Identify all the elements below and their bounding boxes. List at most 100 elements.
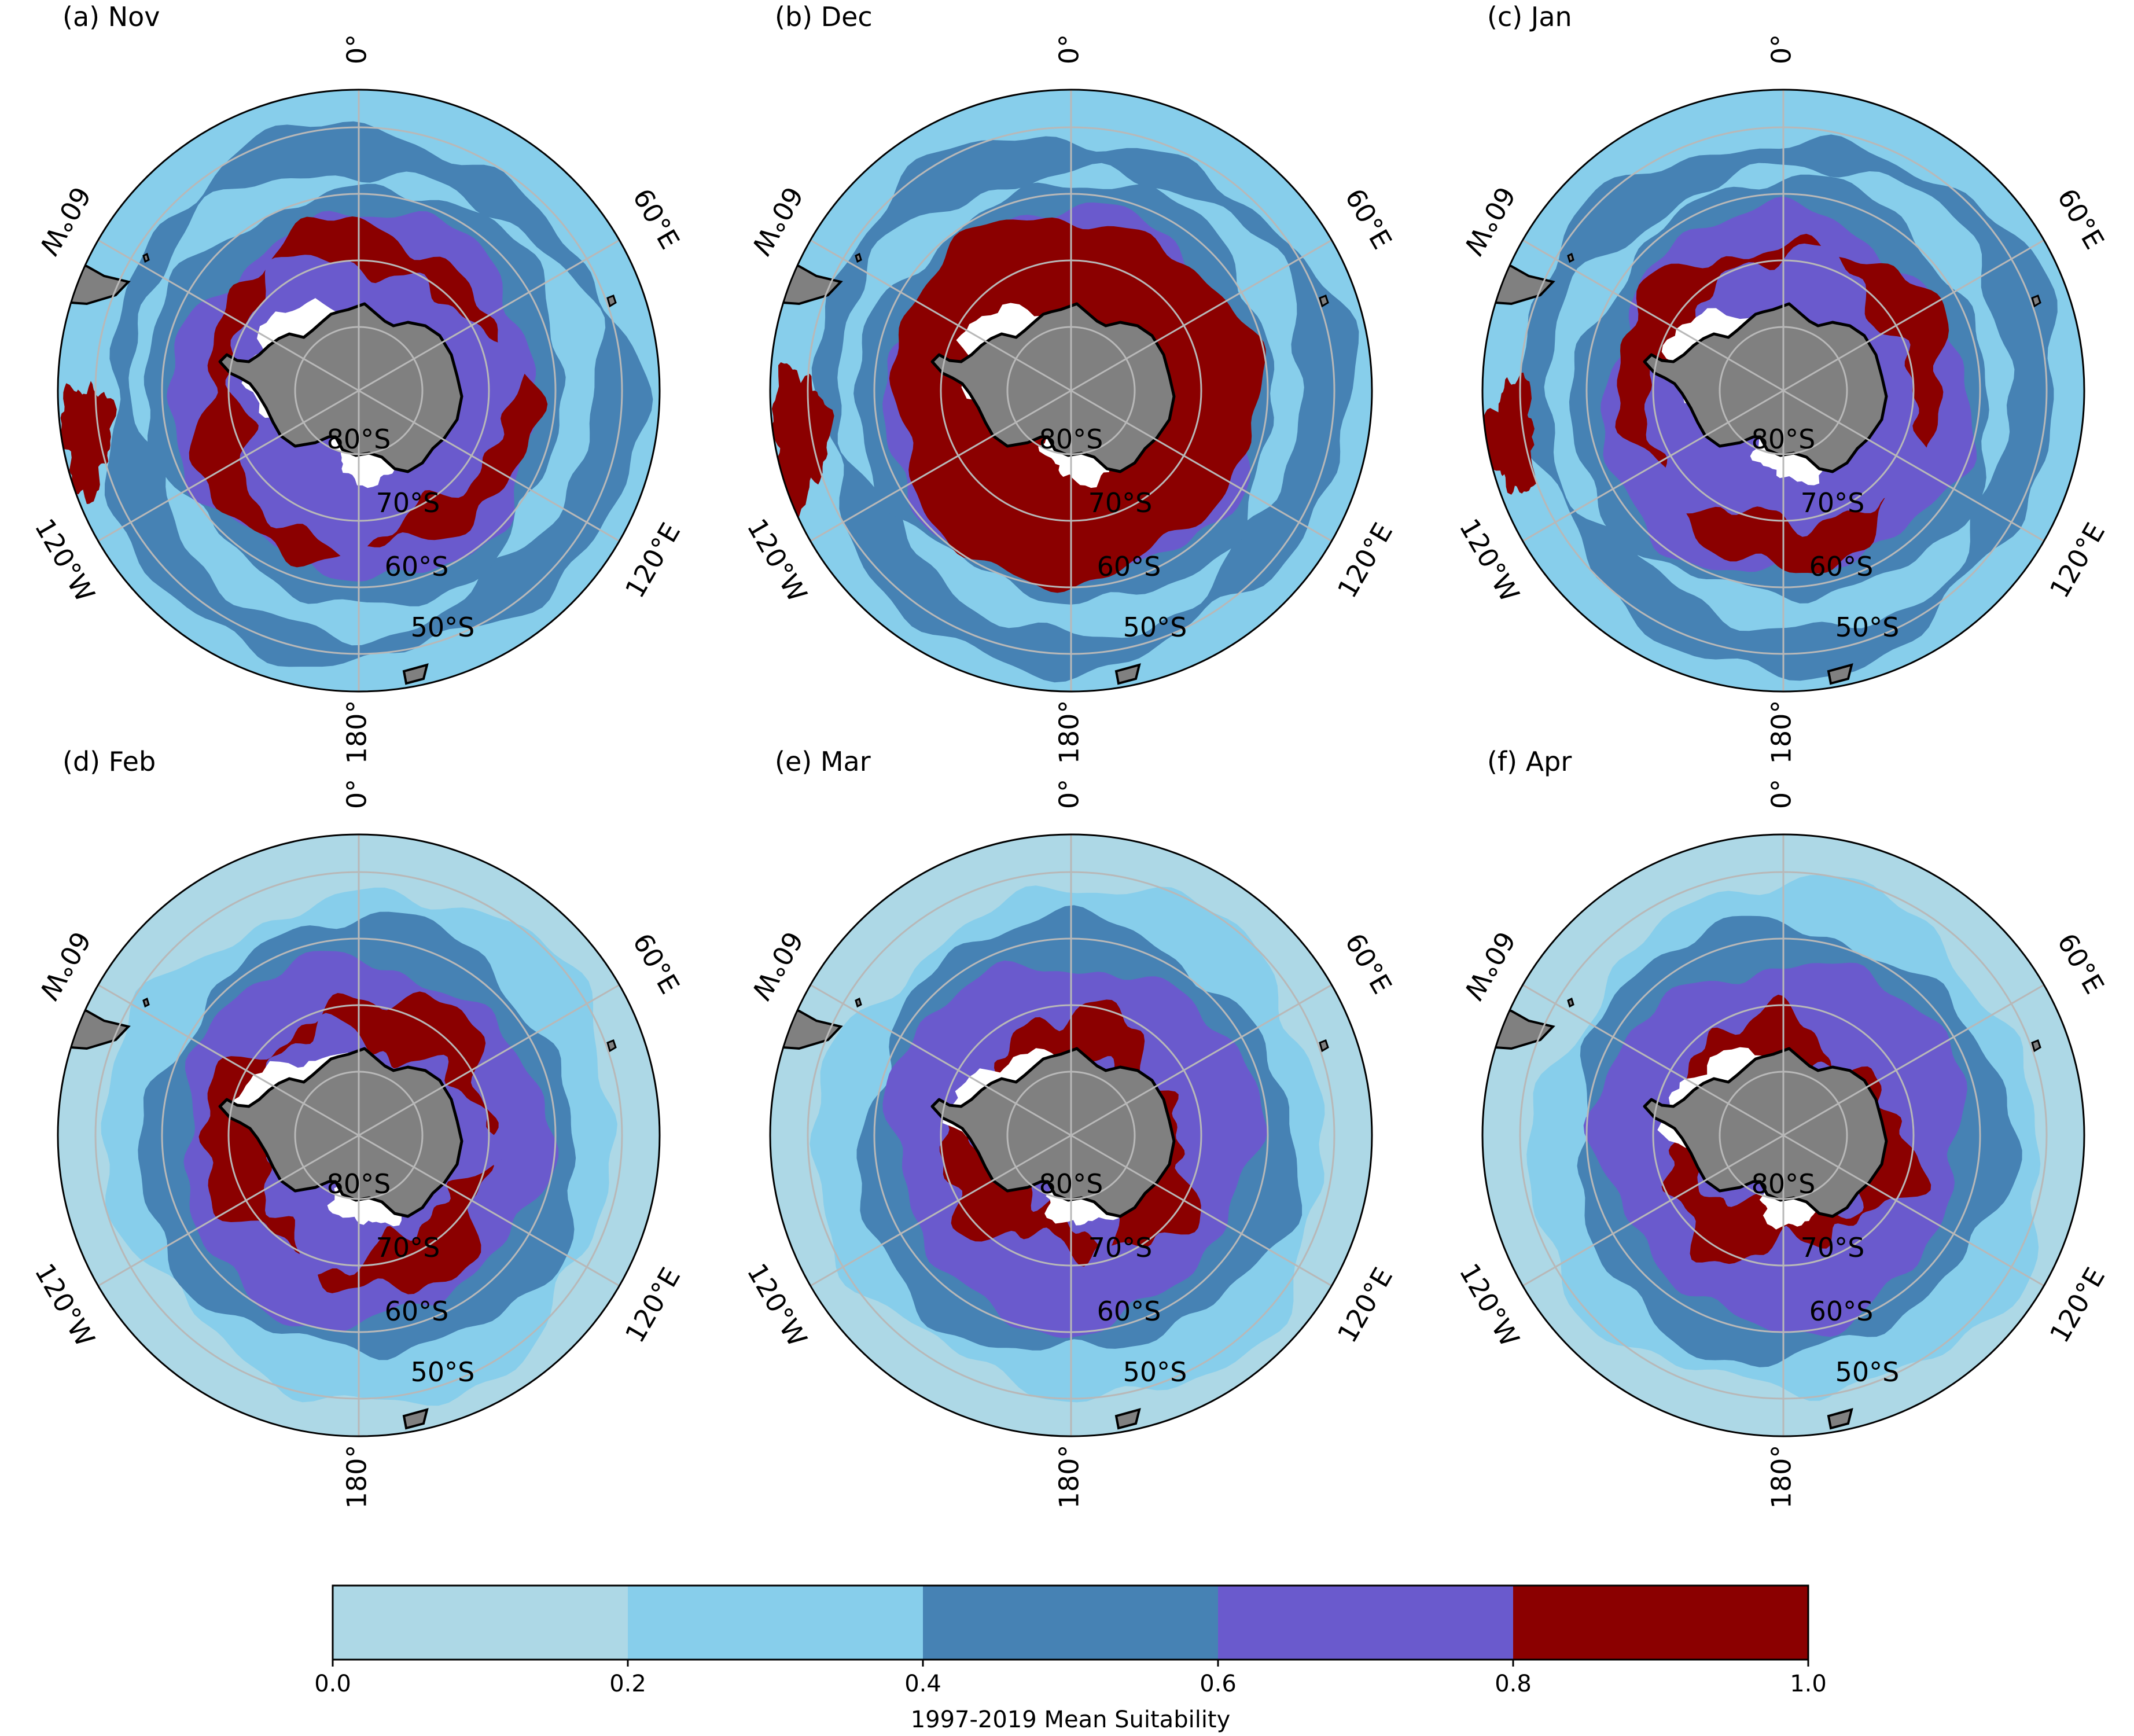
panel-title: (c) Jan [1487, 1, 1572, 32]
graticule [1519, 834, 2048, 1436]
longitude-label: 0° [1054, 779, 1085, 809]
longitude-label: 120°E [1331, 1262, 1399, 1348]
colorbar-outline [332, 1584, 1809, 1661]
latitude-label: 70°S [376, 1232, 440, 1263]
graticule [94, 834, 623, 1436]
meridian-line [810, 389, 1072, 542]
longitude-label: 180° [1766, 1445, 1797, 1509]
meridian-line [1783, 984, 2045, 1137]
colorbar-tick-label: 0.2 [609, 1671, 646, 1697]
map-panel-apr: (f) Apr80°S70°S60°S50°S0°60°E120°E180°12… [1454, 746, 2111, 1509]
island [2031, 1039, 2041, 1053]
panel-title: (e) Mar [775, 746, 871, 777]
colorbar-bin [1513, 1586, 1808, 1660]
latitude-label: 60°S [1097, 551, 1161, 582]
latitude-label: 80°S [1039, 424, 1103, 455]
latitude-label: 50°S [1835, 1356, 1900, 1388]
longitude-label: 60°W [745, 926, 809, 1005]
longitude-label: 120°E [1331, 517, 1399, 603]
meridian-line [1522, 239, 1784, 392]
colorbar-bin [923, 1586, 1218, 1660]
colorbar-tick-label: 1.0 [1790, 1671, 1827, 1697]
island [1319, 1039, 1329, 1053]
latitude-label: 70°S [1801, 487, 1865, 518]
meridian-line [1070, 1134, 1333, 1287]
longitude-label: 60°W [1458, 181, 1521, 260]
graticule [1519, 90, 2048, 692]
longitude-label: 0° [1766, 779, 1797, 809]
graticule [94, 90, 623, 692]
panel-title: (b) Dec [775, 1, 873, 32]
longitude-label: 60°W [1458, 926, 1521, 1005]
latitude-label: 70°S [1088, 487, 1153, 518]
longitude-label: 0° [341, 779, 373, 809]
latitude-label: 60°S [1809, 551, 1874, 582]
colorbar-bin [628, 1586, 923, 1660]
longitude-label: 60°E [627, 928, 686, 999]
map-border [1481, 833, 2085, 1437]
colorbar-tick-label: 0.8 [1495, 1671, 1532, 1697]
latitude-label: 50°S [1835, 612, 1900, 643]
island [855, 252, 862, 263]
suitability-field [58, 90, 660, 692]
meridian-line [1783, 1134, 2045, 1287]
longitude-label: 60°E [2051, 928, 2110, 999]
map-panel-nov: (a) Nov80°S70°S60°S50°S0°60°E120°E180°12… [29, 1, 687, 764]
suitability-field [1482, 90, 2084, 692]
longitude-label: 180° [1054, 700, 1085, 764]
map-border [769, 833, 1373, 1437]
meridian-line [1070, 239, 1333, 392]
island [606, 1039, 617, 1053]
island [606, 295, 617, 308]
meridian-line [358, 1134, 620, 1287]
colorbar: 0.0 0.2 0.4 0.6 0.8 1.0 1997-2019 Mean Suitab… [314, 1584, 1827, 1733]
latitude-label: 50°S [411, 612, 475, 643]
meridian-line [97, 239, 359, 392]
latitude-label: 60°S [385, 1296, 449, 1327]
meridian-line [1522, 389, 1784, 542]
latitude-label: 60°S [1097, 1296, 1161, 1327]
meridian-line [810, 1134, 1072, 1287]
longitude-label: 60°E [1339, 928, 1398, 999]
longitude-label: 180° [341, 1445, 373, 1509]
meridian-line [97, 389, 359, 542]
latitude-label: 80°S [1039, 1168, 1103, 1200]
latitude-label: 70°S [1801, 1232, 1865, 1263]
suitability-field [770, 90, 1372, 692]
graticule [807, 834, 1335, 1436]
map-border [769, 89, 1373, 693]
colorbar-tick-label: 0.4 [904, 1671, 941, 1697]
longitude-label: 180° [1766, 700, 1797, 764]
meridian-line [1070, 984, 1333, 1137]
island [1567, 997, 1574, 1008]
latitude-label: 80°S [1752, 424, 1816, 455]
panel-title: (d) Feb [62, 746, 156, 777]
colorbar-bin [1218, 1586, 1513, 1660]
red-patch-west [1482, 372, 1536, 495]
map-panel-jan: (c) Jan80°S70°S60°S50°S0°60°E120°E180°12… [1454, 1, 2111, 764]
new-zealand-land [1114, 663, 1141, 685]
graticule [807, 90, 1335, 692]
island [142, 997, 150, 1008]
colorbar-ticks: 0.0 0.2 0.4 0.6 0.8 1.0 [314, 1660, 1827, 1697]
map-panel-mar: (e) Mar80°S70°S60°S50°S0°60°E120°E180°12… [741, 746, 1399, 1509]
island [142, 252, 150, 263]
red-patch-west [771, 362, 834, 522]
meridian-line [1070, 389, 1333, 542]
latitude-label: 80°S [1752, 1168, 1816, 1200]
latitude-label: 50°S [1123, 1356, 1187, 1388]
longitude-label: 180° [341, 700, 373, 764]
island [855, 997, 862, 1008]
longitude-label: 120°E [619, 1262, 687, 1348]
new-zealand-land [402, 663, 429, 685]
meridian-line [1783, 239, 2045, 392]
longitude-label: 60°W [745, 181, 809, 260]
map-border [57, 89, 661, 693]
meridian-line [358, 984, 620, 1137]
latitude-label: 80°S [327, 1168, 391, 1200]
red-patch-west [60, 381, 117, 504]
longitude-label: 60°E [627, 183, 686, 255]
longitude-label: 120°E [2044, 517, 2111, 603]
meridian-line [97, 1134, 359, 1287]
